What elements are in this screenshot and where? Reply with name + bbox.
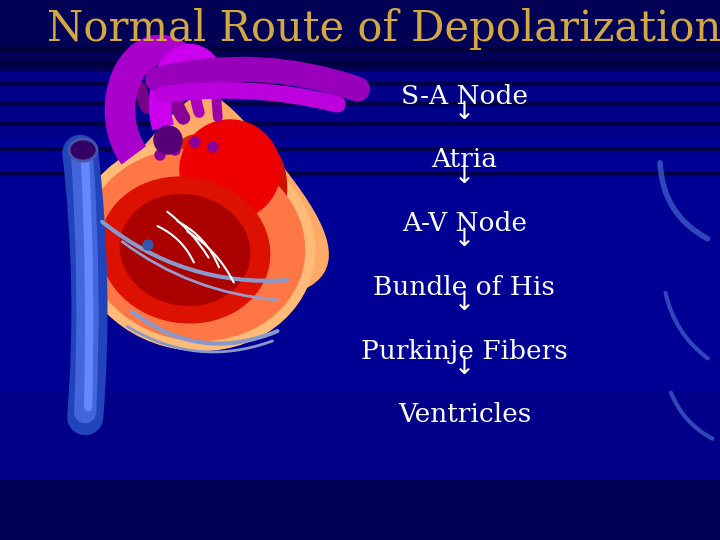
- Bar: [0, 147, 720, 150]
- FancyArrowPatch shape: [660, 163, 708, 239]
- Circle shape: [190, 137, 200, 147]
- FancyArrowPatch shape: [85, 163, 89, 407]
- Circle shape: [170, 145, 180, 155]
- Ellipse shape: [180, 120, 280, 220]
- Bar: [0, 480, 720, 540]
- Text: Normal Route of Depolarization: Normal Route of Depolarization: [47, 8, 720, 50]
- Ellipse shape: [100, 177, 270, 323]
- Text: A-V Node: A-V Node: [402, 211, 527, 236]
- Circle shape: [143, 240, 153, 250]
- Polygon shape: [121, 185, 248, 291]
- Circle shape: [155, 150, 165, 160]
- Ellipse shape: [69, 139, 97, 161]
- FancyArrowPatch shape: [158, 226, 194, 262]
- FancyArrowPatch shape: [132, 312, 277, 343]
- FancyArrowPatch shape: [195, 83, 199, 112]
- Text: ↓: ↓: [454, 100, 475, 124]
- FancyArrowPatch shape: [127, 327, 272, 352]
- FancyArrowPatch shape: [665, 293, 708, 359]
- Text: Ventricles: Ventricles: [397, 402, 531, 427]
- Text: ↓: ↓: [454, 164, 475, 187]
- FancyArrowPatch shape: [81, 153, 89, 417]
- Text: ↓: ↓: [454, 227, 475, 251]
- Circle shape: [208, 142, 218, 152]
- Text: ↓: ↓: [454, 291, 475, 315]
- FancyArrowPatch shape: [140, 88, 147, 107]
- Text: Atria: Atria: [431, 147, 498, 172]
- Ellipse shape: [194, 136, 287, 264]
- FancyArrowPatch shape: [163, 90, 337, 104]
- Text: Bundle of His: Bundle of His: [374, 275, 555, 300]
- Bar: [0, 82, 720, 85]
- FancyArrowPatch shape: [671, 393, 713, 438]
- FancyArrowPatch shape: [102, 222, 287, 281]
- Bar: [0, 122, 720, 125]
- FancyArrowPatch shape: [187, 232, 234, 282]
- FancyArrowPatch shape: [82, 158, 88, 412]
- Bar: [0, 47, 720, 50]
- Polygon shape: [82, 95, 328, 299]
- FancyArrowPatch shape: [158, 69, 357, 89]
- Text: Purkinje Fibers: Purkinje Fibers: [361, 339, 568, 363]
- Bar: [0, 62, 720, 65]
- FancyArrowPatch shape: [177, 221, 219, 267]
- Text: ↓: ↓: [454, 355, 475, 379]
- Ellipse shape: [120, 195, 250, 305]
- Ellipse shape: [76, 139, 315, 350]
- FancyArrowPatch shape: [122, 242, 277, 300]
- Polygon shape: [102, 135, 289, 289]
- Bar: [0, 172, 720, 175]
- Circle shape: [154, 126, 182, 154]
- FancyArrowPatch shape: [167, 212, 209, 258]
- Ellipse shape: [86, 150, 305, 341]
- Bar: [0, 102, 720, 105]
- Text: S-A Node: S-A Node: [401, 84, 528, 109]
- Bar: [0, 0, 720, 70]
- FancyArrowPatch shape: [215, 85, 217, 117]
- FancyArrowPatch shape: [175, 88, 184, 118]
- Bar: [0, 140, 720, 390]
